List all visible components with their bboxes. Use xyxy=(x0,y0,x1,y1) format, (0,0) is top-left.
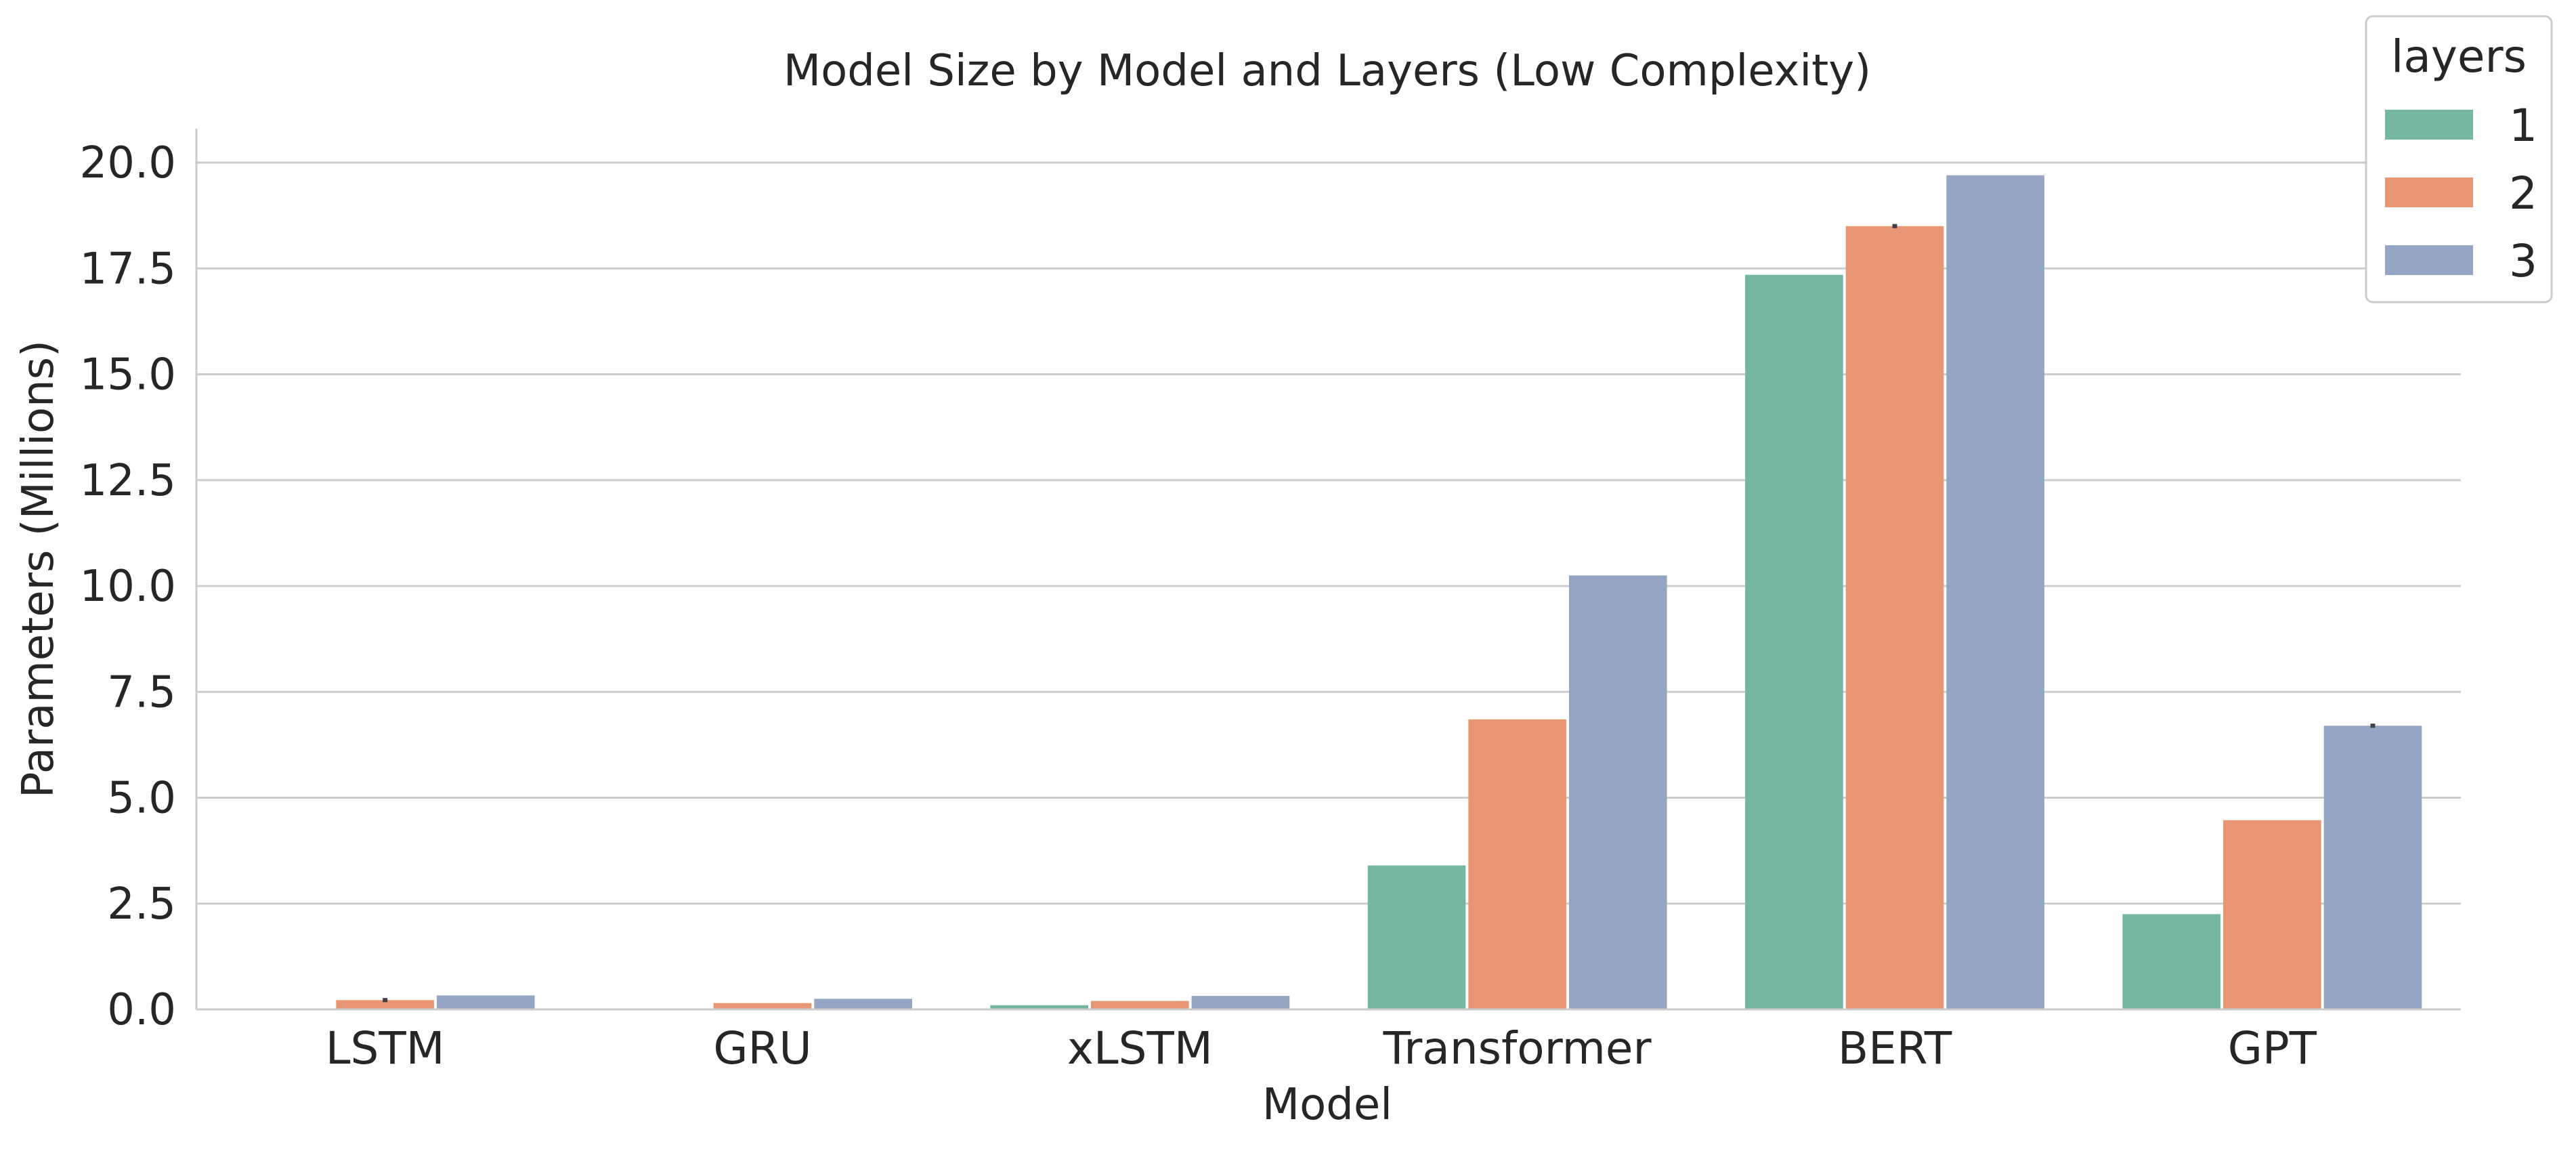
x-tick-label: LSTM xyxy=(326,1022,445,1074)
legend-label-1: 1 xyxy=(2509,100,2537,152)
bar-BERT-layers-1 xyxy=(1745,274,1843,1009)
x-tick-label: BERT xyxy=(1838,1022,1952,1074)
y-tick-label: 2.5 xyxy=(107,879,176,929)
x-axis-label: Model xyxy=(1262,1080,1392,1130)
x-tick-label: xLSTM xyxy=(1067,1022,1213,1074)
x-tick-label: GPT xyxy=(2228,1022,2317,1074)
y-axis-label: Parameters (Millions) xyxy=(14,340,64,798)
bar-xLSTM-layers-1 xyxy=(990,1005,1089,1009)
legend-swatch-3 xyxy=(2385,245,2473,275)
legend-swatch-2 xyxy=(2385,177,2473,207)
bar-Transformer-layers-2 xyxy=(1468,719,1566,1009)
legend-label-3: 3 xyxy=(2509,235,2537,287)
legend-frame xyxy=(2365,15,2553,304)
y-tick-label: 17.5 xyxy=(80,244,177,294)
y-tick-labels: 0.0 2.5 5.0 7.5 10.0 12.5 15.0 17.5 20.0 xyxy=(80,138,177,1035)
y-tick-label: 10.0 xyxy=(80,562,177,612)
y-tick-label: 20.0 xyxy=(80,138,177,188)
x-tick-labels: LSTM GRU xLSTM Transformer BERT GPT xyxy=(326,1022,2317,1074)
bar-GRU-layers-3 xyxy=(814,999,912,1009)
legend: layers 1 2 3 xyxy=(2365,15,2553,304)
y-tick-label: 0.0 xyxy=(107,985,176,1035)
y-tick-label: 15.0 xyxy=(80,350,177,400)
bar-Transformer-layers-1 xyxy=(1367,865,1466,1009)
bar-BERT-layers-2 xyxy=(1845,226,1944,1009)
bar-GPT-layers-3 xyxy=(2323,726,2422,1009)
bar-GPT-layers-1 xyxy=(2122,914,2221,1009)
legend-swatch-1 xyxy=(2385,110,2473,140)
legend-label-2: 2 xyxy=(2509,167,2537,219)
legend-items: 1 2 3 xyxy=(2385,100,2537,287)
bar-BERT-layers-3 xyxy=(1946,175,2044,1009)
bar-xLSTM-layers-2 xyxy=(1091,1001,1189,1009)
x-tick-label: GRU xyxy=(713,1022,811,1074)
y-tick-label: 7.5 xyxy=(107,667,176,717)
bar-GRU-layers-2 xyxy=(713,1003,812,1009)
bar-LSTM-layers-3 xyxy=(436,995,535,1009)
legend-title: layers xyxy=(2391,30,2527,83)
y-tick-label: 12.5 xyxy=(80,456,177,506)
x-tick-label: Transformer xyxy=(1383,1022,1652,1074)
bar-LSTM-layers-2 xyxy=(336,1000,434,1009)
gridlines xyxy=(196,161,2461,905)
y-tick-label: 5.0 xyxy=(107,774,176,824)
bar-GPT-layers-2 xyxy=(2223,820,2321,1009)
bar-xLSTM-layers-3 xyxy=(1191,996,1290,1009)
bars xyxy=(336,175,2422,1009)
chart-title: Model Size by Model and Layers (Low Comp… xyxy=(783,46,1871,96)
axes xyxy=(195,129,2461,1011)
bar-Transformer-layers-3 xyxy=(1568,575,1667,1009)
